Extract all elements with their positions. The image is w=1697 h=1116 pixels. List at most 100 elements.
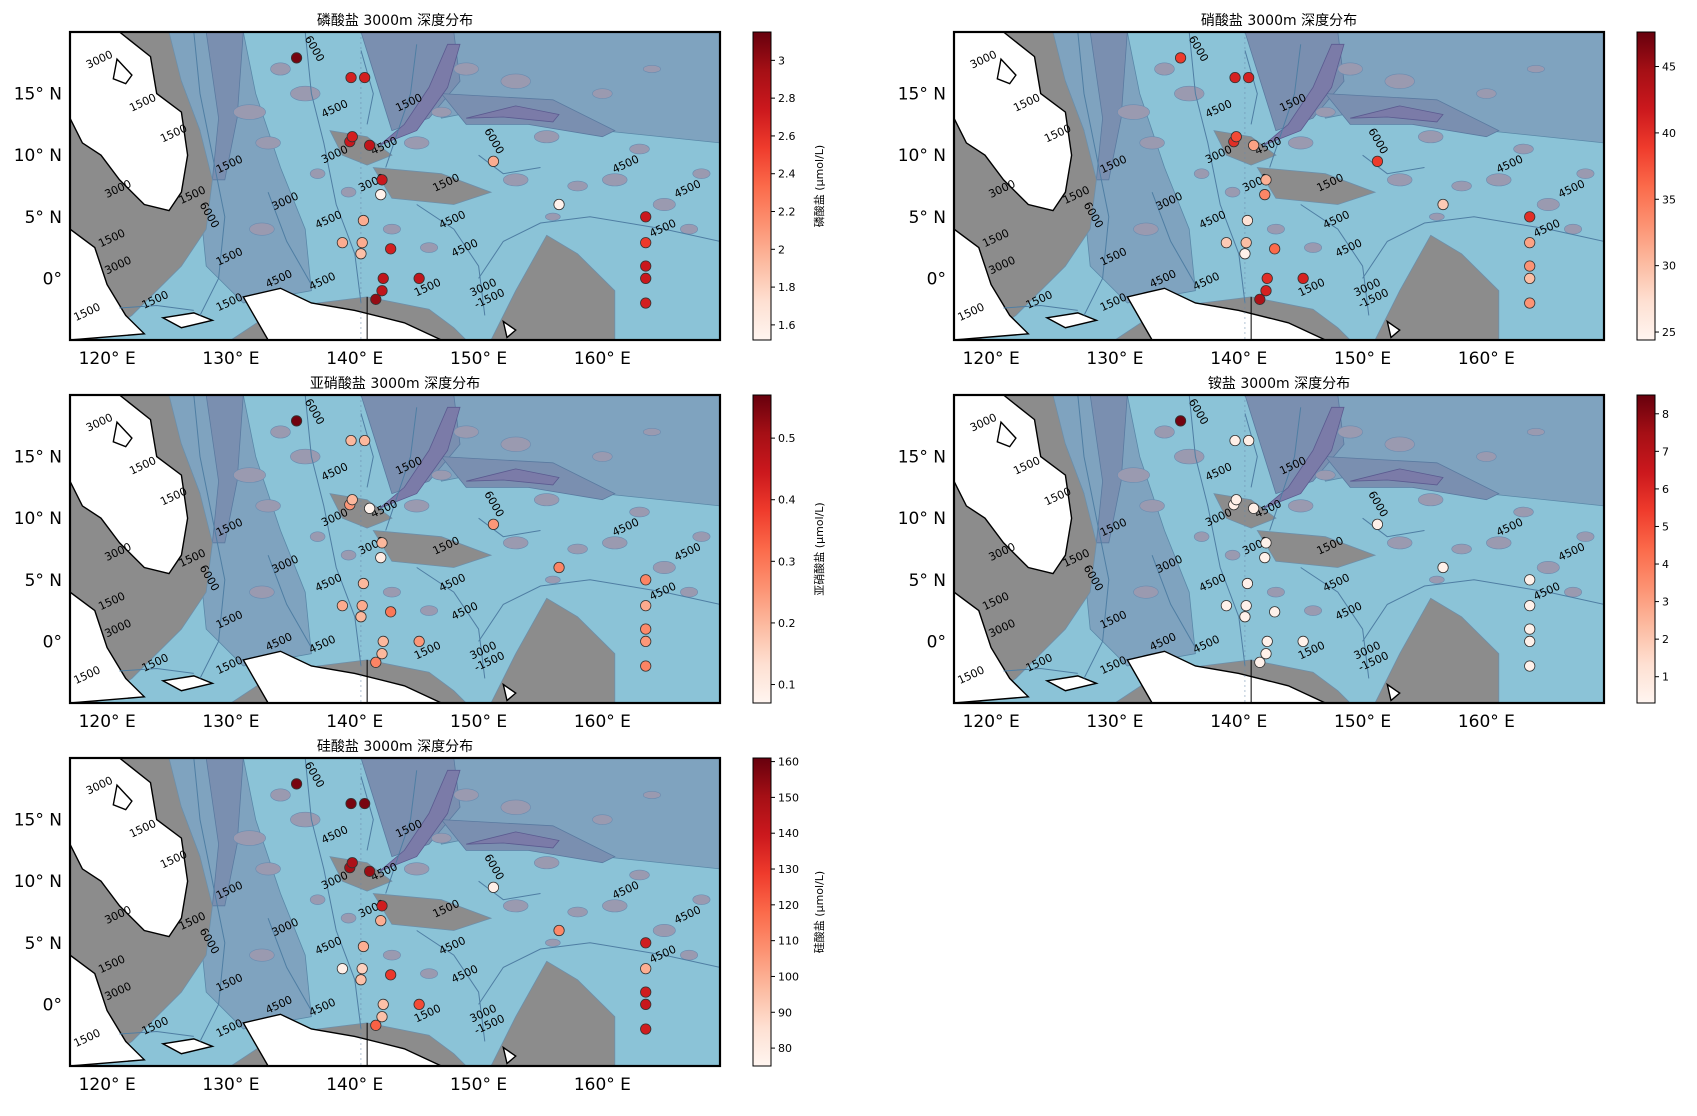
- seamount: [1564, 586, 1583, 598]
- station-point: [370, 293, 382, 305]
- station-point: [385, 606, 397, 618]
- colorbar-tick-label: 1: [1662, 671, 1669, 684]
- station-point: [376, 1011, 388, 1023]
- shelf: [372, 893, 493, 931]
- station-point: [1229, 434, 1241, 447]
- colorbar-tick-label: 25: [1662, 326, 1676, 339]
- station-point: [1230, 131, 1242, 143]
- station-point: [359, 71, 371, 84]
- shelf: [1256, 167, 1377, 205]
- trench: [466, 105, 560, 123]
- seamount: [1154, 62, 1175, 76]
- seamount: [290, 448, 321, 465]
- colorbar-tick-label: 90: [778, 1006, 792, 1019]
- x-tick-label: 130° E: [202, 1075, 259, 1095]
- contour-line: [1188, 32, 1246, 304]
- trench: [466, 831, 560, 849]
- y-tick-label: 15° N: [898, 448, 946, 468]
- seamount: [1304, 605, 1323, 616]
- bathymetry-deep: [360, 395, 461, 495]
- contour-line: [416, 204, 486, 316]
- station-point: [355, 974, 367, 986]
- contour-line: [1362, 517, 1425, 538]
- station-point: [640, 600, 652, 612]
- station-point: [355, 611, 367, 623]
- station-point: [364, 139, 376, 151]
- contour-line: [119, 304, 194, 311]
- colorbar-tick-label: 2: [778, 243, 785, 256]
- colorbar: [752, 31, 772, 341]
- seamount: [592, 451, 613, 462]
- bathymetry-deep: [205, 32, 244, 181]
- y-tick-label: 15° N: [14, 85, 62, 105]
- station-layer: [1174, 52, 1536, 309]
- contour-line: [1151, 555, 1196, 648]
- land: [1044, 312, 1099, 329]
- station-point: [640, 211, 652, 223]
- seamount: [233, 830, 266, 846]
- seamount: [1287, 499, 1314, 513]
- seamount: [382, 223, 401, 235]
- station-point: [345, 434, 357, 447]
- seamount: [1304, 242, 1323, 253]
- contour-line: [478, 216, 720, 279]
- station-point: [336, 963, 348, 975]
- contour-line: [478, 942, 720, 1005]
- colorbar: [752, 394, 772, 704]
- station-point: [640, 937, 652, 949]
- station-point: [345, 71, 357, 84]
- colorbar-tick-label: 2: [1662, 633, 1669, 646]
- seamount: [567, 543, 588, 555]
- seamount: [1451, 180, 1472, 192]
- x-tick-label: 140° E: [326, 712, 383, 732]
- contour-line: [1188, 395, 1246, 667]
- colorbar-tick-label: 45: [1662, 61, 1676, 74]
- seamount: [692, 168, 711, 179]
- seamount: [309, 894, 326, 905]
- contour-line: [385, 770, 418, 894]
- station-point: [640, 660, 652, 672]
- station-point: [640, 998, 652, 1010]
- seamount: [453, 62, 479, 76]
- bathymetry-deep: [205, 758, 244, 907]
- station-point: [357, 940, 370, 953]
- station-point: [1248, 139, 1260, 151]
- map-frame: [952, 393, 1606, 705]
- station-point: [364, 865, 376, 877]
- seamount: [1266, 586, 1285, 598]
- seamount: [692, 531, 711, 542]
- seamount: [592, 88, 613, 99]
- station-point: [1174, 52, 1187, 64]
- land: [954, 32, 1073, 212]
- station-point: [1239, 248, 1251, 260]
- seamount: [680, 223, 699, 235]
- colorbar-tick-label: 2.8: [778, 92, 796, 105]
- seamount: [420, 242, 439, 253]
- seamount: [1526, 427, 1545, 436]
- station-point: [640, 635, 652, 647]
- station-point: [1254, 293, 1266, 305]
- seamount: [680, 949, 699, 961]
- map-frame: [68, 393, 722, 705]
- seamount: [1133, 585, 1159, 599]
- seamount: [602, 899, 628, 913]
- seamount: [629, 143, 650, 155]
- seamount: [233, 467, 266, 483]
- station-point: [1220, 237, 1232, 249]
- station-point: [377, 635, 389, 647]
- station-point: [1297, 272, 1309, 284]
- x-tick-label: 130° E: [202, 712, 259, 732]
- seamount: [680, 586, 699, 598]
- seamount: [642, 790, 661, 799]
- contour-line: [1003, 667, 1078, 674]
- x-tick-label: 160° E: [574, 712, 631, 732]
- seamount: [602, 173, 628, 187]
- station-layer: [290, 415, 652, 672]
- colorbar-label: 磷酸盐 (μmol/L): [812, 145, 826, 227]
- colorbar-tick-label: 40: [1662, 127, 1676, 140]
- seamount: [1536, 561, 1560, 574]
- seamount: [629, 869, 650, 881]
- seamount: [592, 814, 613, 825]
- seamount: [500, 436, 531, 452]
